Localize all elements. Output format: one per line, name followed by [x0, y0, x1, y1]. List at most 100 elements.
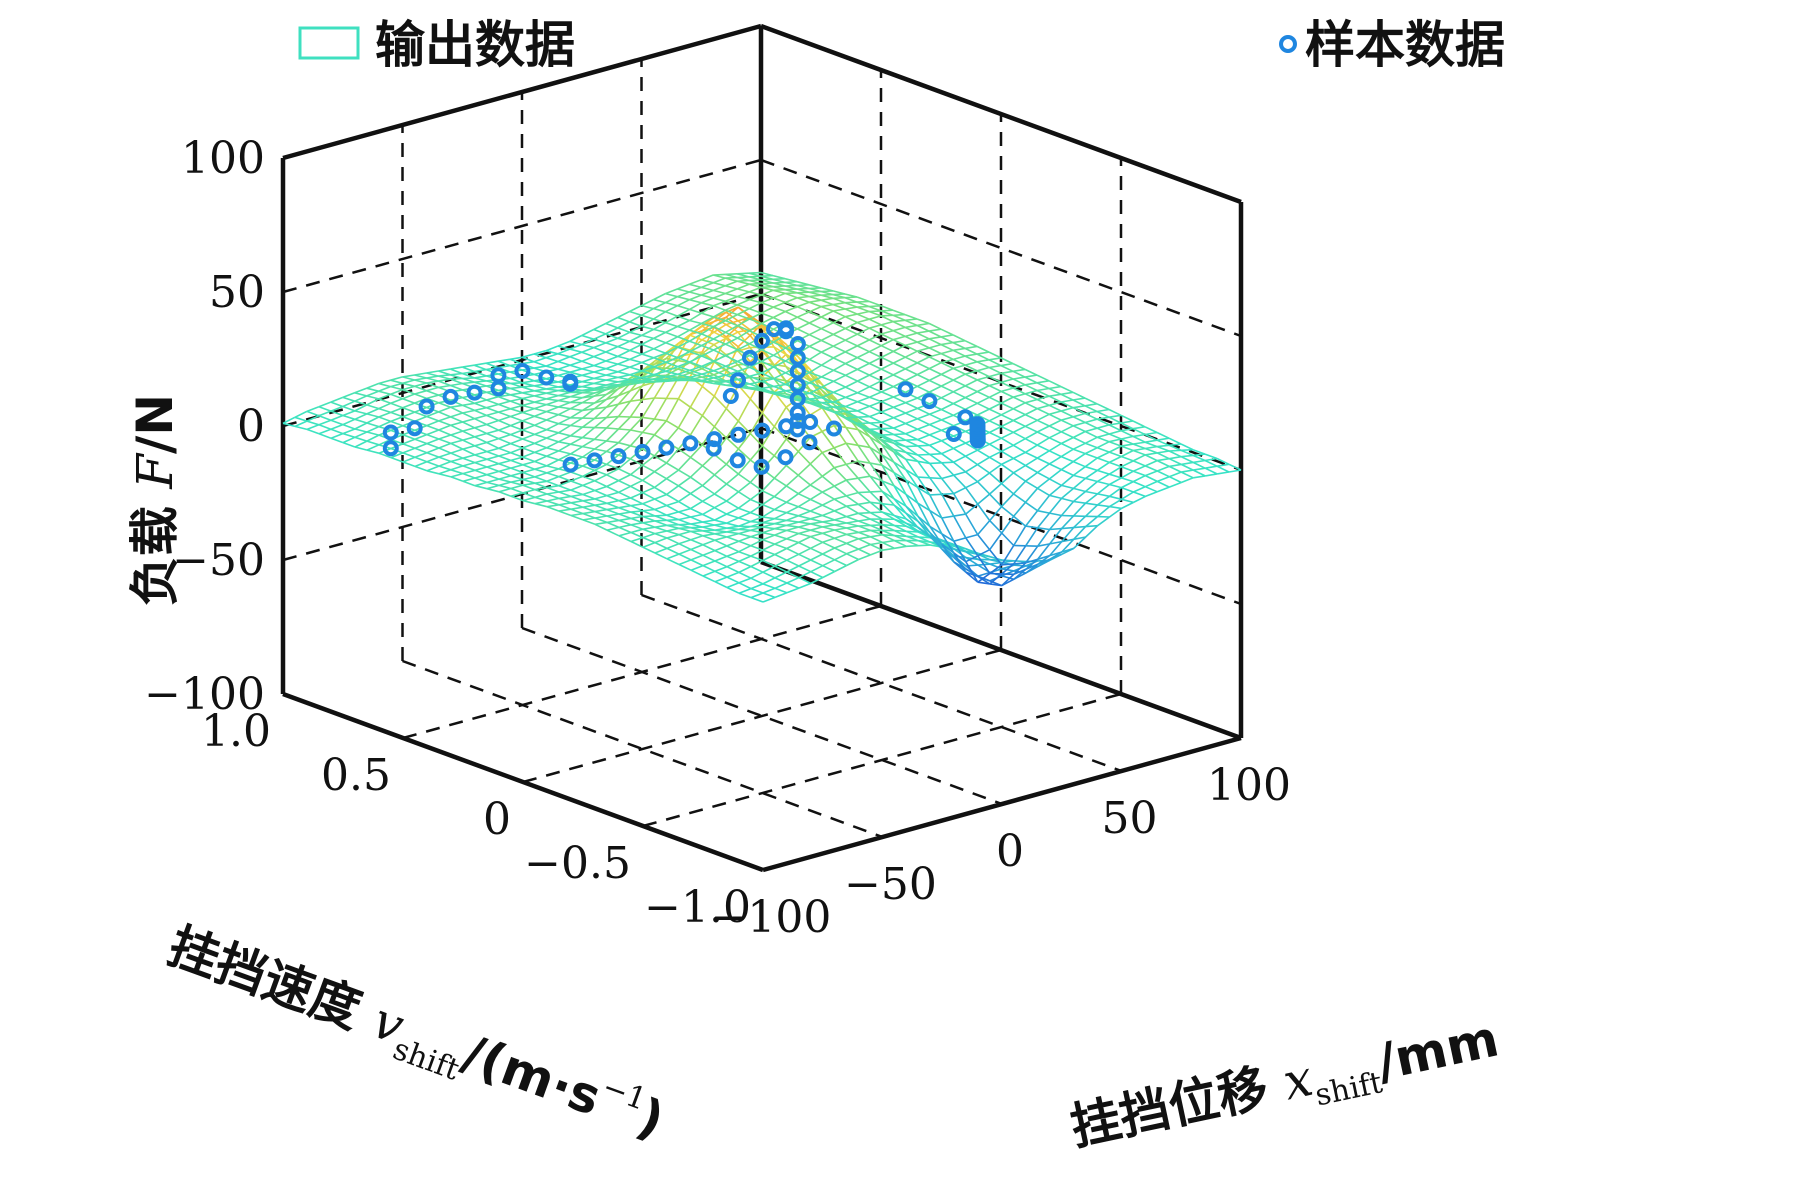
mesh-segment	[605, 337, 618, 344]
mesh-segment	[774, 519, 787, 525]
mesh-segment	[713, 297, 726, 302]
mesh-segment	[594, 469, 607, 476]
mesh-segment	[654, 514, 667, 517]
mesh-segment	[1144, 447, 1158, 454]
mesh-segment	[1048, 419, 1062, 427]
mesh-segment	[881, 480, 895, 500]
mesh-segment	[1000, 419, 1014, 428]
mesh-segment	[306, 428, 320, 435]
mesh-segment	[666, 558, 680, 566]
mesh-segment	[642, 528, 656, 535]
mesh-segment	[486, 478, 500, 484]
mesh-segment	[630, 503, 643, 507]
mesh-segment	[844, 351, 858, 359]
mesh-segment	[1156, 445, 1170, 452]
mesh-segment	[510, 400, 523, 407]
mesh-segment	[870, 549, 883, 556]
mesh-segment	[834, 553, 847, 561]
mesh-segment	[1084, 430, 1098, 439]
mesh-segment	[605, 395, 619, 408]
mesh-segment	[366, 404, 380, 410]
mesh-segment	[1000, 402, 1014, 410]
mesh-segment	[1048, 393, 1062, 397]
mesh-segment	[618, 491, 632, 499]
mesh-segment	[438, 411, 451, 418]
mesh-segment	[330, 410, 344, 417]
mesh-segment	[928, 343, 942, 349]
mesh-segment	[450, 424, 464, 432]
mesh-segment	[462, 402, 475, 407]
mesh-segment	[1192, 469, 1206, 477]
mesh-segment	[881, 411, 894, 419]
mesh-segment	[880, 320, 894, 326]
mesh-segment	[713, 292, 726, 299]
y-axis-title-sub: shift	[388, 1032, 463, 1088]
mesh-segment	[606, 485, 620, 494]
mesh-segment	[822, 537, 835, 544]
mesh-segment	[390, 456, 404, 463]
mesh-segment	[917, 407, 930, 415]
sample-point	[722, 388, 739, 404]
mesh-segment	[1216, 465, 1230, 473]
mesh-segment	[904, 324, 918, 329]
mesh-segment	[737, 398, 752, 422]
mesh-segment	[725, 313, 738, 322]
mesh-segment	[474, 454, 488, 461]
mesh-segment	[808, 284, 822, 289]
mesh-segment	[438, 434, 452, 440]
mesh-segment	[917, 413, 930, 420]
mesh-segment	[617, 349, 631, 358]
mesh-segment	[832, 303, 846, 310]
mesh-segment	[905, 458, 919, 478]
mesh-segment	[821, 406, 834, 413]
mesh-segment	[1109, 438, 1122, 443]
mesh-segment	[1000, 372, 1014, 380]
mesh-segment	[426, 465, 440, 472]
mesh-segment	[378, 398, 391, 405]
mesh-segment	[366, 444, 380, 451]
mesh-segment	[618, 468, 631, 476]
mesh-segment	[1097, 469, 1110, 475]
mesh-segment	[749, 380, 762, 385]
mesh-segment	[774, 517, 787, 522]
mesh-segment	[701, 365, 714, 372]
mesh-segment	[462, 477, 476, 483]
mesh-segment	[750, 531, 763, 538]
mesh-segment	[976, 390, 990, 399]
mesh-segment	[605, 416, 619, 429]
mesh-segment	[845, 426, 859, 431]
mesh-segment	[725, 384, 740, 409]
mesh-segment	[845, 442, 859, 447]
mesh-segment	[606, 474, 619, 482]
mesh-segment	[1204, 467, 1218, 475]
mesh-segment	[989, 463, 1002, 474]
mesh-segment	[1036, 425, 1050, 433]
mesh-segment	[1121, 455, 1134, 462]
mesh-segment	[761, 387, 774, 394]
mesh-segment	[808, 301, 822, 308]
mesh-segment	[809, 376, 822, 384]
mesh-segment	[941, 461, 954, 464]
mesh-segment	[821, 297, 834, 301]
mesh-segment	[701, 379, 714, 385]
mesh-segment	[677, 304, 690, 311]
mesh-segment	[857, 416, 871, 424]
z-axis-title: 负载 F/N	[126, 394, 184, 606]
mesh-segment	[689, 319, 702, 325]
mesh-segment	[941, 543, 955, 563]
mesh-segment	[594, 517, 608, 524]
mesh-segment	[928, 338, 942, 346]
mesh-segment	[342, 400, 356, 408]
mesh-segment	[774, 587, 788, 594]
mesh-segment	[1157, 457, 1170, 462]
mesh-segment	[701, 338, 714, 347]
mesh-segment	[426, 370, 439, 374]
mesh-segment	[426, 382, 439, 389]
mesh-segment	[1012, 425, 1026, 434]
y-axis-title-suffix: /(m·s	[455, 1024, 608, 1127]
mesh-segment	[976, 351, 990, 355]
mesh-segment	[1072, 452, 1086, 463]
y-tick-label: 0.5	[321, 750, 391, 801]
mesh-segment	[762, 538, 775, 545]
